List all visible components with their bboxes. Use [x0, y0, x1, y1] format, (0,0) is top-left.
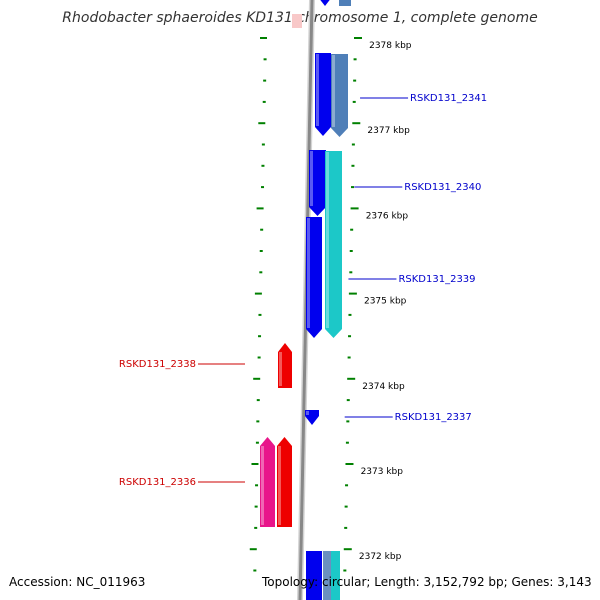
- kbp-label: 2375 kbp: [364, 297, 407, 307]
- kbp-label: 2372 kbp: [359, 552, 402, 562]
- gene-feature-rskd131-2341-highlight: [332, 55, 335, 127]
- origin-marker: [292, 14, 302, 28]
- gene-feature: [277, 437, 292, 527]
- gene-label-rskd131-2336[interactable]: RSKD131_2336: [119, 477, 196, 488]
- gene-features: [260, 0, 351, 600]
- kbp-label: 2373 kbp: [361, 467, 404, 477]
- gene-feature-rskd131-2338-highlight: [279, 352, 282, 386]
- gene-feature: [309, 150, 326, 216]
- gene-feature-rskd131-2337: [305, 410, 319, 425]
- gene-label-rskd131-2340[interactable]: RSKD131_2340: [404, 182, 481, 193]
- gene-feature-rskd131-2341: [331, 54, 348, 137]
- gene-feature-highlight: [310, 151, 313, 206]
- gene-feature-bottom-3: [331, 551, 340, 600]
- gene-label-rskd131-2341[interactable]: RSKD131_2341: [410, 93, 487, 104]
- gene-feature-top: [320, 0, 330, 6]
- topology-text: Topology: circular; Length: 3,152,792 bp…: [262, 575, 592, 589]
- gene-feature-rskd131-2336: [260, 437, 275, 527]
- gene-label-rskd131-2338[interactable]: RSKD131_2338: [119, 359, 196, 370]
- kbp-label: 2376 kbp: [366, 211, 409, 221]
- gene-labels: RSKD131_2341 RSKD131_2340 RSKD131_2339 RSKD…: [119, 93, 487, 488]
- kbp-label: 2377 kbp: [367, 126, 410, 136]
- gene-feature-highlight: [278, 446, 281, 525]
- gene-feature-rskd131-2338: [278, 343, 292, 388]
- gene-feature-rskd131-2336-highlight: [261, 446, 264, 525]
- gene-feature-bottom: [306, 551, 322, 600]
- gene-feature-rskd131-2337-highlight: [306, 411, 309, 415]
- gene-feature-bottom-2: [323, 551, 331, 600]
- gene-feature-rskd131-2339: [306, 217, 322, 338]
- kbp-label: 2374 kbp: [362, 382, 405, 392]
- gene-label-rskd131-2337[interactable]: RSKD131_2337: [395, 412, 472, 423]
- gene-feature: [315, 53, 331, 136]
- gene-feature-rskd131-2339-highlight: [307, 218, 310, 328]
- gene-label-rskd131-2339[interactable]: RSKD131_2339: [398, 274, 475, 285]
- tick-marks: [249, 37, 362, 572]
- accession-text: Accession: NC_011963: [9, 575, 146, 589]
- gene-feature-highlight: [316, 54, 319, 126]
- gene-feature-rskd131-2340-highlight: [326, 152, 329, 328]
- gene-feature-top-2: [339, 0, 351, 6]
- gene-feature-rskd131-2340: [325, 151, 342, 338]
- kbp-label: 2378 kbp: [369, 41, 412, 51]
- kbp-labels: 2378 kbp 2377 kbp 2376 kbp 2375 kbp 2374 kbp…: [359, 41, 412, 562]
